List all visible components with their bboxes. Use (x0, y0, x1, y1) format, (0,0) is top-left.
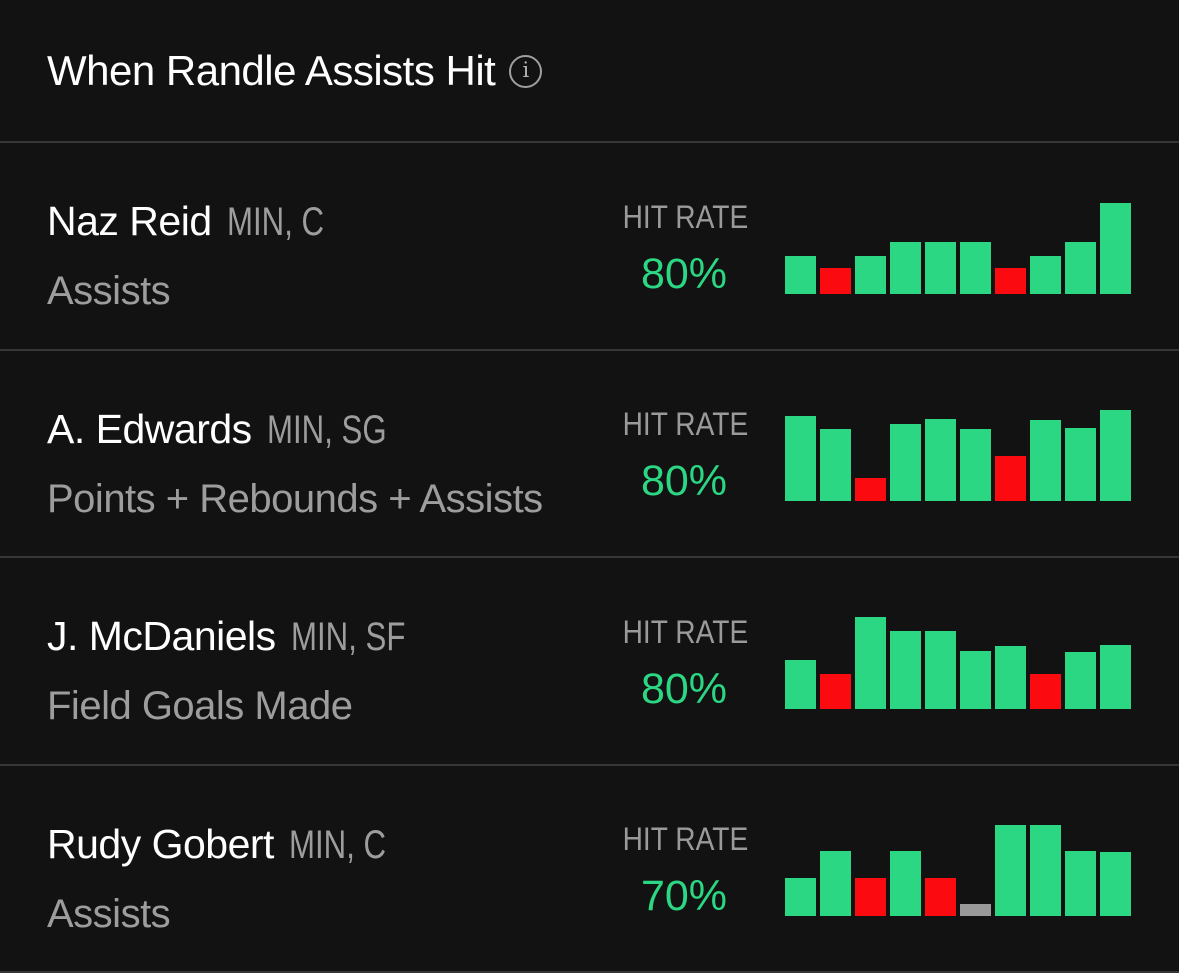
hit-rate-label: HIT RATE (622, 821, 749, 858)
game-bar-hit (785, 659, 816, 709)
player-name-line: A. Edwards MIN, SG (47, 406, 614, 454)
game-bar-hit (1065, 428, 1096, 502)
player-row[interactable]: Rudy Gobert MIN, C Assists HIT RATE 70% (0, 766, 1179, 973)
game-bar-hit (1065, 241, 1096, 294)
game-bar-hit (890, 630, 921, 709)
game-bar-miss (855, 878, 886, 917)
game-bar-miss (820, 267, 851, 294)
game-bar-hit (1030, 420, 1061, 502)
game-bar-miss (925, 878, 956, 917)
panel-title: When Randle Assists Hit (47, 46, 496, 94)
game-bar-hit (960, 241, 991, 294)
player-team-position: MIN, SF (290, 615, 406, 660)
stat-category: Assists (47, 891, 171, 936)
game-bar-hit (925, 630, 956, 709)
player-rows: Naz Reid MIN, C Assists HIT RATE 80% A. … (0, 143, 1179, 973)
game-bar-hit (960, 429, 991, 502)
panel-header: When Randle Assists Hit i (0, 0, 1179, 143)
game-bar-hit (855, 616, 886, 709)
player-info: A. Edwards MIN, SG Points + Rebounds + A… (47, 406, 614, 523)
player-name-line: Rudy Gobert MIN, C (47, 821, 614, 869)
game-bar-hit (995, 825, 1026, 917)
player-name: A. Edwards (47, 405, 252, 452)
hit-rate-label: HIT RATE (622, 613, 749, 650)
hit-rate-bar-chart (785, 202, 1131, 294)
game-bar-hit (820, 429, 851, 502)
hit-rate-block: HIT RATE 80% (614, 614, 754, 712)
game-bar-hit (785, 416, 816, 502)
player-team-position: MIN, SG (266, 407, 387, 452)
player-team-position: MIN, C (288, 822, 387, 867)
player-info: Naz Reid MIN, C Assists (47, 198, 614, 315)
hit-rate-value: 80% (640, 249, 728, 298)
player-name-line: Naz Reid MIN, C (47, 198, 614, 246)
hit-rate-value: 80% (640, 664, 728, 713)
player-row[interactable]: J. McDaniels MIN, SF Field Goals Made HI… (0, 558, 1179, 766)
game-bar-hit (820, 851, 851, 917)
player-row[interactable]: A. Edwards MIN, SG Points + Rebounds + A… (0, 351, 1179, 558)
game-bar-miss (820, 673, 851, 709)
game-bar-hit (1030, 825, 1061, 917)
game-bar-hit (925, 241, 956, 294)
game-bar-hit (1030, 255, 1061, 294)
hit-rate-value: 70% (640, 872, 728, 921)
game-bar-hit (785, 878, 816, 917)
game-bar-hit (1065, 851, 1096, 917)
game-bar-dnp (960, 904, 991, 917)
player-row[interactable]: Naz Reid MIN, C Assists HIT RATE 80% (0, 143, 1179, 351)
game-bar-hit (890, 241, 921, 294)
game-bar-miss (855, 478, 886, 502)
game-bar-miss (995, 267, 1026, 294)
info-icon-glyph: i (522, 58, 530, 82)
player-team-position: MIN, C (226, 200, 324, 245)
hit-rate-bar-chart (785, 824, 1131, 917)
stat-category: Assists (47, 269, 171, 314)
game-bar-hit (1065, 651, 1096, 709)
game-bar-hit (1100, 202, 1131, 294)
game-bar-hit (995, 645, 1026, 709)
hit-rate-block: HIT RATE 80% (614, 406, 754, 504)
game-bar-miss (1030, 673, 1061, 709)
hit-rate-block: HIT RATE 80% (614, 199, 754, 297)
game-bar-hit (925, 419, 956, 502)
player-info: Rudy Gobert MIN, C Assists (47, 821, 614, 938)
hit-rate-bar-chart (785, 409, 1131, 502)
hit-rate-label: HIT RATE (622, 198, 749, 235)
game-bar-hit (1100, 410, 1131, 502)
player-name: Naz Reid (47, 198, 212, 245)
stat-category: Field Goals Made (47, 684, 353, 729)
game-bar-hit (855, 255, 886, 294)
hit-rate-bar-chart (785, 616, 1131, 709)
player-name-line: J. McDaniels MIN, SF (47, 613, 614, 661)
info-icon[interactable]: i (509, 55, 543, 88)
player-name: Rudy Gobert (47, 820, 274, 867)
stat-category: Points + Rebounds + Assists (47, 476, 543, 521)
game-bar-hit (785, 255, 816, 294)
game-bar-miss (995, 456, 1026, 502)
player-name: J. McDaniels (47, 613, 276, 660)
player-info: J. McDaniels MIN, SF Field Goals Made (47, 613, 614, 730)
hit-rate-value: 80% (640, 457, 728, 506)
game-bar-hit (960, 650, 991, 709)
game-bar-hit (1100, 644, 1131, 709)
hit-rate-block: HIT RATE 70% (614, 821, 754, 919)
game-bar-hit (890, 851, 921, 917)
game-bar-hit (1100, 852, 1131, 917)
game-bar-hit (890, 424, 921, 502)
hit-rate-label: HIT RATE (622, 406, 749, 443)
